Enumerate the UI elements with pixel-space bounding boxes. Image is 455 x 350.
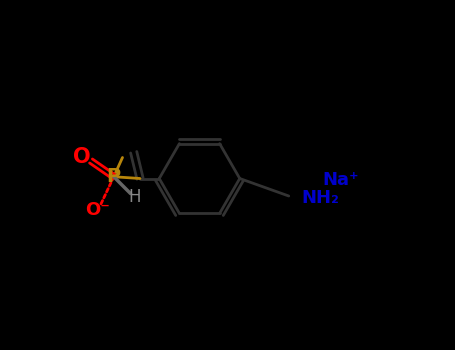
Text: NH₂: NH₂ <box>301 189 339 207</box>
Text: Na⁺: Na⁺ <box>322 171 359 189</box>
Text: O: O <box>73 147 91 167</box>
Text: P: P <box>106 167 121 186</box>
Text: O⁻: O⁻ <box>86 201 111 219</box>
Text: H: H <box>128 188 141 206</box>
